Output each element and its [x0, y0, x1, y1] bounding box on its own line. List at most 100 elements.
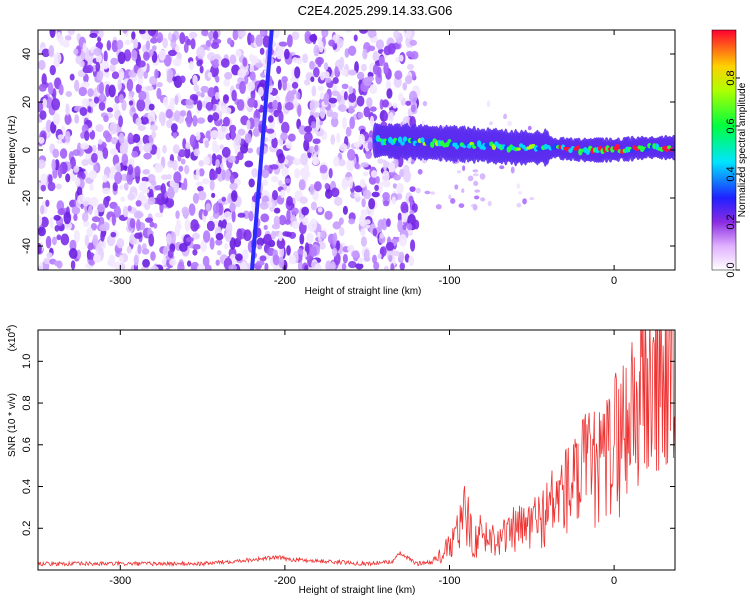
- noise-cell: [271, 189, 279, 201]
- noise-cell: [317, 85, 325, 91]
- noise-cell: [263, 233, 273, 245]
- noise-cell: [143, 143, 153, 153]
- noise-cell: [311, 123, 317, 129]
- noise-cell: [339, 143, 348, 152]
- signal-band-core: [430, 141, 435, 148]
- noise-cell: [103, 115, 109, 123]
- noise-cell: [188, 31, 198, 39]
- snr-xtick-label: -300: [109, 575, 131, 587]
- noise-cell: [38, 243, 42, 254]
- noise-cell: [342, 116, 347, 130]
- noise-cell: [136, 98, 146, 112]
- noise-cell: [209, 215, 215, 222]
- noise-cell: [454, 184, 459, 190]
- noise-cell: [417, 168, 423, 175]
- noise-cell: [57, 208, 66, 216]
- noise-cell: [369, 115, 375, 127]
- noise-cell: [360, 228, 366, 237]
- noise-cell: [39, 110, 47, 120]
- noise-cell: [93, 47, 102, 56]
- colorbar-tick-label: 0.6: [725, 118, 737, 133]
- noise-cell: [248, 178, 255, 188]
- noise-cell: [231, 89, 237, 102]
- noise-cell: [312, 138, 321, 145]
- noise-cell: [286, 209, 291, 222]
- noise-cell: [386, 88, 393, 99]
- noise-cell: [246, 119, 251, 131]
- noise-cell: [91, 144, 97, 153]
- noise-cell: [190, 219, 199, 232]
- noise-cell: [133, 38, 139, 49]
- noise-cell: [64, 35, 72, 41]
- noise-cell: [392, 250, 400, 257]
- noise-cell: [221, 156, 226, 164]
- noise-cell: [292, 158, 302, 166]
- noise-cell: [256, 237, 265, 247]
- noise-cell: [262, 179, 269, 187]
- noise-cell: [215, 166, 222, 175]
- noise-cell: [207, 72, 213, 79]
- noise-cell: [40, 216, 49, 228]
- noise-cell: [255, 62, 264, 69]
- noise-cell: [348, 86, 354, 95]
- noise-cell: [204, 140, 210, 149]
- noise-cell: [87, 88, 94, 97]
- noise-cell: [54, 159, 60, 171]
- noise-cell: [325, 260, 332, 270]
- noise-cell: [98, 81, 105, 95]
- noise-cell: [457, 170, 461, 174]
- noise-cell: [118, 115, 123, 128]
- noise-cell: [74, 114, 80, 124]
- noise-cell: [73, 48, 79, 55]
- noise-cell: [373, 261, 380, 270]
- noise-cell: [372, 254, 377, 264]
- noise-cell: [341, 83, 349, 90]
- noise-cell: [137, 67, 144, 79]
- noise-cell: [386, 218, 391, 228]
- noise-cell: [299, 196, 308, 205]
- noise-cell: [292, 98, 298, 108]
- noise-cell: [320, 71, 325, 81]
- noise-cell: [79, 60, 85, 68]
- noise-cell: [228, 264, 237, 270]
- noise-cell: [294, 168, 301, 179]
- noise-cell: [55, 183, 62, 190]
- noise-cell: [379, 232, 384, 239]
- signal-band-core: [543, 143, 548, 150]
- noise-cell: [167, 31, 173, 41]
- noise-cell: [160, 183, 166, 195]
- noise-cell: [200, 92, 205, 98]
- signal-band-core: [397, 136, 403, 144]
- noise-cell: [278, 214, 287, 226]
- noise-cell: [124, 39, 131, 46]
- snr-xtick-label: -200: [274, 575, 296, 587]
- noise-cell: [263, 224, 268, 231]
- noise-cell: [487, 200, 492, 207]
- noise-cell: [145, 40, 151, 51]
- noise-cell: [205, 101, 214, 111]
- noise-cell: [402, 224, 407, 231]
- noise-cell: [393, 30, 400, 40]
- noise-cell: [401, 210, 409, 223]
- noise-cell: [196, 46, 206, 59]
- colorbar-axis: 0.0 0.2 0.4 0.6 0.8: [711, 29, 740, 278]
- noise-cell: [179, 32, 186, 45]
- noise-cell: [138, 143, 144, 152]
- noise-cell: [343, 91, 348, 101]
- noise-cell: [314, 144, 319, 152]
- noise-cell: [278, 256, 285, 269]
- noise-cell: [52, 112, 61, 126]
- noise-cell: [221, 219, 228, 229]
- noise-cell: [314, 263, 322, 270]
- noise-cell: [287, 133, 296, 142]
- noise-cell: [53, 52, 62, 64]
- noise-cell: [392, 102, 398, 109]
- noise-cell: [332, 247, 338, 257]
- noise-cell: [360, 63, 367, 72]
- noise-cell: [462, 165, 466, 172]
- noise-cell: [189, 134, 196, 147]
- noise-cell: [156, 32, 164, 43]
- noise-cell: [188, 61, 195, 71]
- noise-cell: [302, 250, 308, 258]
- noise-cell: [229, 182, 238, 191]
